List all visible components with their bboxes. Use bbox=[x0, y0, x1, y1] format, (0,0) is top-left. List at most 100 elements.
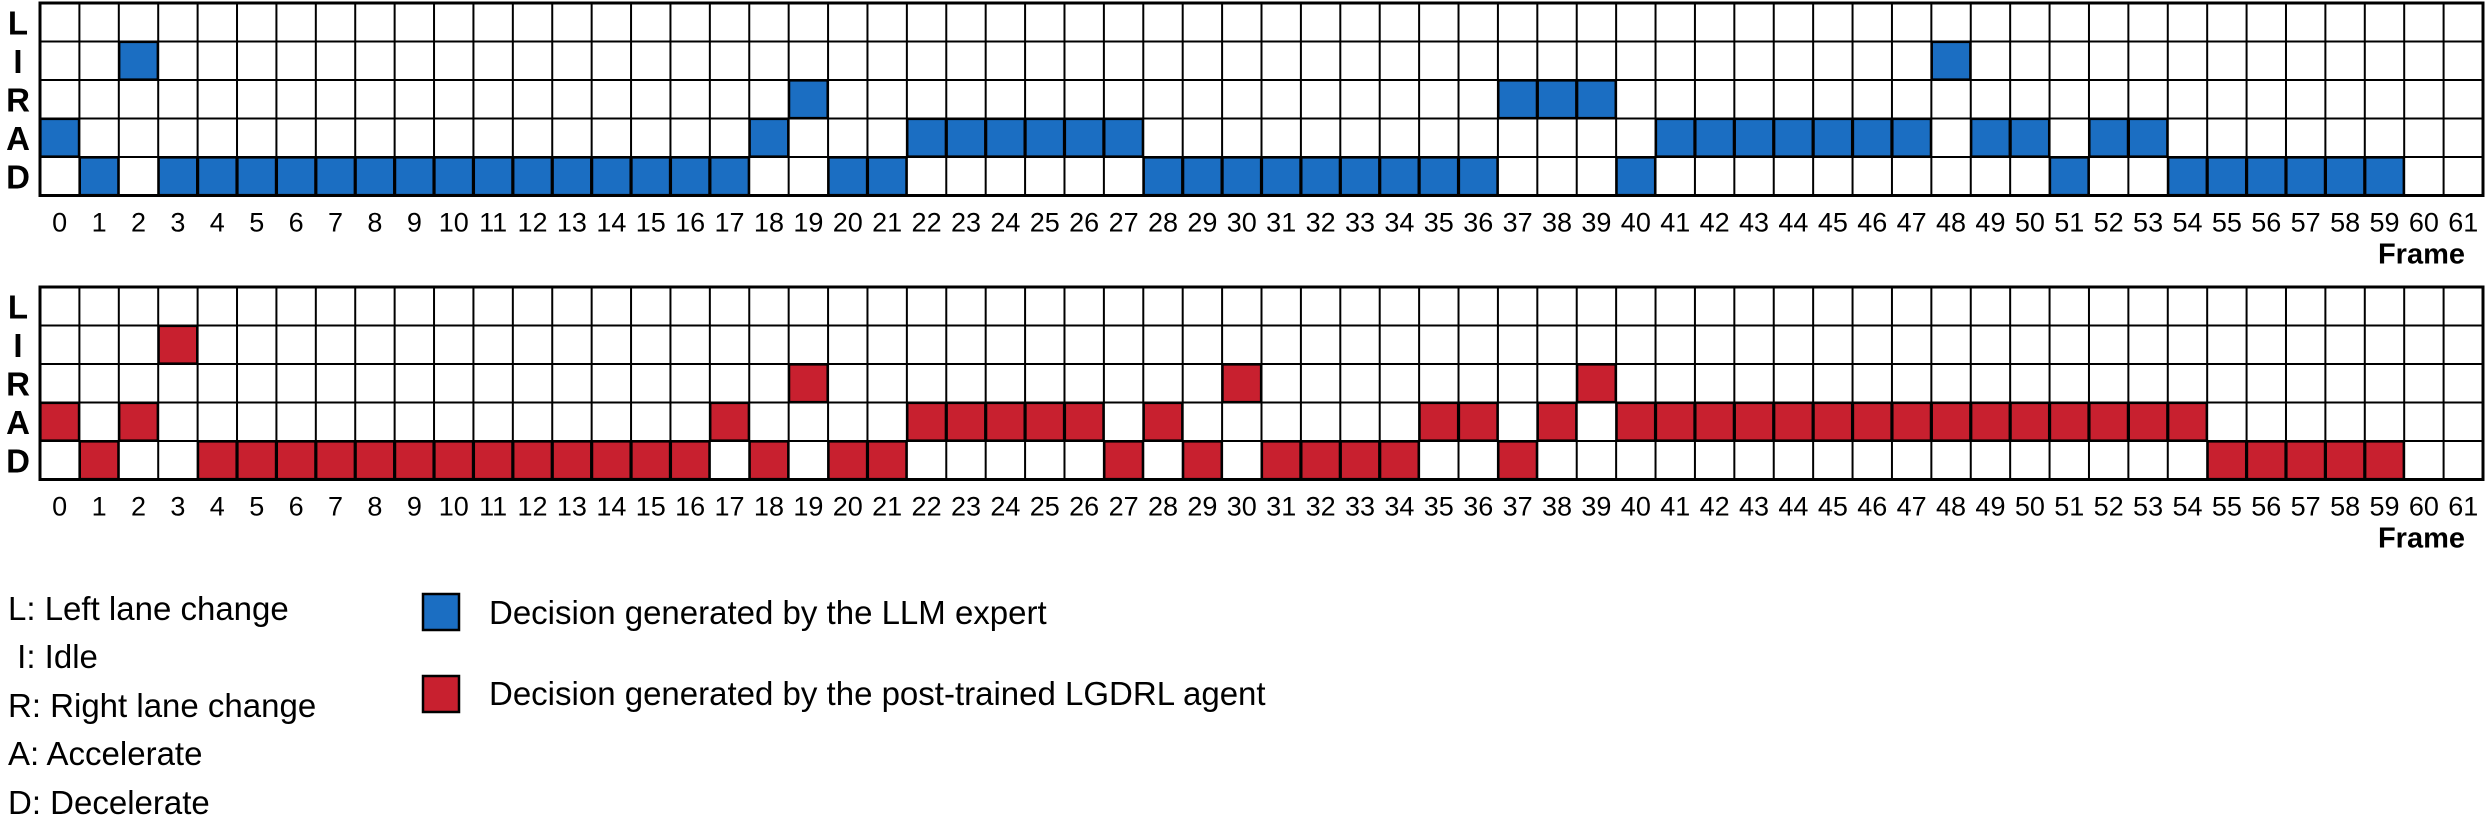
x-tick-label: 58 bbox=[2330, 208, 2360, 238]
decision-cell-frame-53-A bbox=[2128, 402, 2168, 441]
decision-cell-frame-17-A bbox=[710, 402, 749, 441]
abbreviation-key: L: Left lane change I: Idle R: Right lan… bbox=[8, 590, 316, 818]
x-tick-label: 26 bbox=[1069, 492, 1099, 522]
decision-cell-frame-15-D bbox=[631, 441, 671, 480]
x-tick-label: 4 bbox=[210, 492, 225, 522]
x-tick-label: 10 bbox=[439, 492, 469, 522]
decision-cell-frame-25-A bbox=[1025, 402, 1065, 441]
row-label-L: L bbox=[8, 288, 28, 325]
x-tick-label: 26 bbox=[1069, 208, 1099, 238]
decision-cell-frame-43-A bbox=[1734, 118, 1774, 157]
x-tick-label: 24 bbox=[990, 492, 1020, 522]
decision-cell-frame-26-A bbox=[1064, 118, 1104, 157]
row-label-A: A bbox=[6, 120, 30, 157]
x-tick-label: 28 bbox=[1148, 492, 1178, 522]
decision-cell-frame-22-A bbox=[907, 402, 946, 441]
decision-cell-frame-45-A bbox=[1813, 118, 1853, 157]
x-tick-label: 54 bbox=[2172, 208, 2202, 238]
decision-cell-frame-5-D bbox=[237, 441, 277, 480]
x-tick-label: 40 bbox=[1621, 492, 1651, 522]
x-tick-label: 9 bbox=[407, 492, 422, 522]
x-tick-label: 53 bbox=[2133, 208, 2163, 238]
decision-cell-frame-31-D bbox=[1261, 441, 1301, 480]
x-axis-title: Frame bbox=[2378, 523, 2465, 555]
decision-cell-frame-42-A bbox=[1695, 118, 1734, 157]
x-tick-label: 11 bbox=[479, 208, 507, 238]
decision-cell-frame-52-A bbox=[2089, 402, 2128, 441]
row-label-I: I bbox=[13, 327, 22, 364]
decision-cell-frame-24-A bbox=[986, 118, 1025, 157]
x-tick-label: 34 bbox=[1384, 208, 1414, 238]
decision-cell-frame-38-A bbox=[1537, 402, 1577, 441]
x-tick-label: 17 bbox=[715, 208, 745, 238]
x-tick-label: 23 bbox=[951, 208, 981, 238]
x-tick-label: 59 bbox=[2369, 208, 2399, 238]
abbrev-right-lane-change: R: Right lane change bbox=[8, 687, 316, 724]
decision-cell-frame-6-D bbox=[276, 157, 316, 196]
x-tick-label: 6 bbox=[289, 208, 304, 238]
x-tick-label: 20 bbox=[833, 208, 863, 238]
decision-cell-frame-29-D bbox=[1183, 157, 1222, 196]
x-tick-label: 9 bbox=[407, 208, 422, 238]
decision-cell-frame-13-D bbox=[552, 441, 592, 480]
x-tick-label: 48 bbox=[1936, 208, 1966, 238]
x-tick-label: 41 bbox=[1660, 492, 1690, 522]
x-tick-label: 6 bbox=[289, 492, 304, 522]
decision-cell-frame-19-R bbox=[789, 80, 828, 119]
decision-cell-frame-2-A bbox=[119, 402, 158, 441]
x-tick-label: 8 bbox=[367, 208, 382, 238]
x-tick-label: 34 bbox=[1384, 492, 1414, 522]
x-tick-label: 43 bbox=[1739, 208, 1769, 238]
row-label-R: R bbox=[6, 81, 30, 118]
decision-cell-frame-4-D bbox=[198, 157, 237, 196]
decision-cell-frame-1-D bbox=[79, 441, 119, 480]
x-tick-label: 13 bbox=[557, 208, 587, 238]
x-tick-label: 22 bbox=[912, 492, 942, 522]
x-tick-label: 39 bbox=[1581, 492, 1611, 522]
x-tick-label: 56 bbox=[2251, 208, 2281, 238]
x-tick-label: 32 bbox=[1306, 492, 1336, 522]
decision-cell-frame-58-D bbox=[2325, 441, 2365, 480]
llm-expert-swatch bbox=[421, 592, 461, 632]
decision-cell-frame-1-D bbox=[79, 157, 119, 196]
x-tick-label: 0 bbox=[52, 208, 67, 238]
x-tick-label: 42 bbox=[1700, 492, 1730, 522]
x-tick-label: 1 bbox=[92, 208, 107, 238]
decision-cell-frame-34-D bbox=[1380, 441, 1419, 480]
decision-cell-frame-2-I bbox=[119, 41, 158, 80]
decision-cell-frame-19-R bbox=[789, 364, 828, 403]
x-tick-label: 38 bbox=[1542, 208, 1572, 238]
decision-cell-frame-21-D bbox=[867, 441, 907, 480]
x-tick-label: 48 bbox=[1936, 492, 1966, 522]
decision-cell-frame-17-D bbox=[710, 157, 749, 196]
decision-cell-frame-58-D bbox=[2325, 157, 2365, 196]
decision-cell-frame-33-D bbox=[1340, 441, 1380, 480]
x-tick-label: 52 bbox=[2094, 492, 2124, 522]
x-tick-label: 45 bbox=[1818, 492, 1848, 522]
x-tick-label: 43 bbox=[1739, 492, 1769, 522]
decision-cell-frame-53-A bbox=[2128, 118, 2168, 157]
decision-cell-frame-16-D bbox=[670, 441, 710, 480]
x-tick-label: 15 bbox=[636, 208, 666, 238]
decision-cell-frame-3-I bbox=[158, 325, 198, 364]
x-tick-label: 5 bbox=[249, 492, 264, 522]
x-tick-label: 44 bbox=[1778, 492, 1808, 522]
decision-cell-frame-54-A bbox=[2168, 402, 2207, 441]
decision-cell-frame-41-A bbox=[1655, 118, 1695, 157]
x-tick-label: 39 bbox=[1581, 208, 1611, 238]
decision-cell-frame-9-D bbox=[395, 157, 434, 196]
decision-cell-frame-49-A bbox=[1971, 402, 2010, 441]
x-tick-label: 23 bbox=[951, 492, 981, 522]
lgdrl-agent-swatch bbox=[421, 674, 461, 714]
x-tick-label: 2 bbox=[131, 492, 146, 522]
x-tick-label: 37 bbox=[1503, 208, 1533, 238]
x-tick-label: 40 bbox=[1621, 208, 1651, 238]
decision-cell-frame-31-D bbox=[1261, 157, 1301, 196]
decision-cell-frame-39-R bbox=[1577, 80, 1616, 119]
row-label-I: I bbox=[13, 43, 22, 80]
decision-cell-frame-13-D bbox=[552, 157, 592, 196]
series-legend: Decision generated by the LLM expert Dec… bbox=[421, 592, 1266, 714]
x-tick-label: 16 bbox=[675, 208, 705, 238]
